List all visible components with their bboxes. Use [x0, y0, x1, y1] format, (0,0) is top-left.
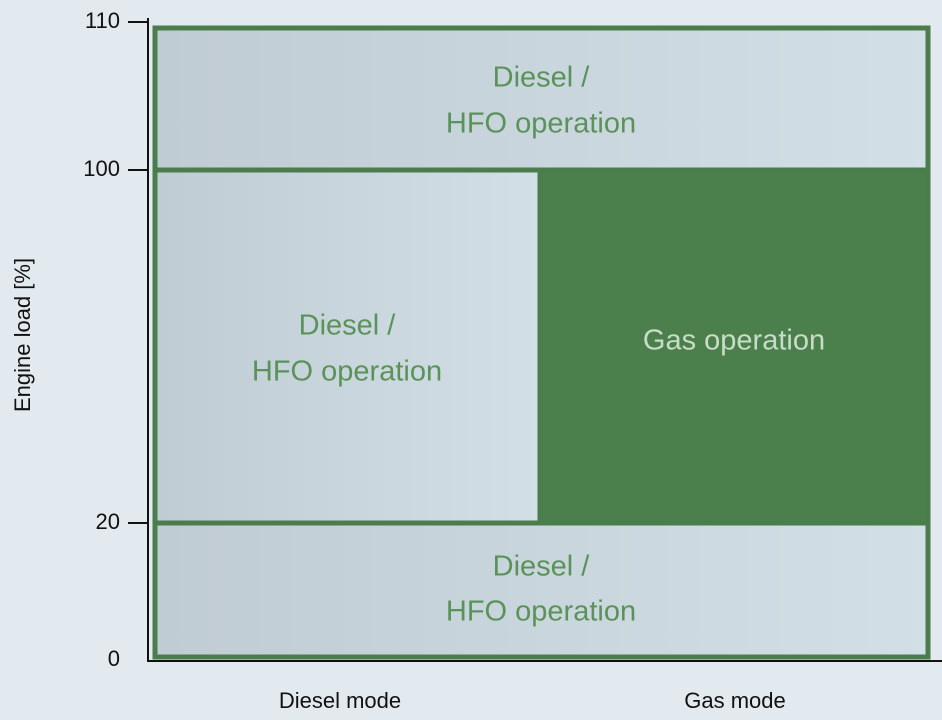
region-label: Diesel / [493, 551, 591, 583]
region-label: HFO operation [252, 356, 442, 388]
region-label: HFO operation [446, 596, 636, 628]
y-axis-label: Engine load [%] [10, 258, 35, 412]
region-bottom [152, 520, 931, 660]
y-tick-label: 20 [96, 509, 120, 534]
region-label: Diesel / [493, 62, 591, 94]
x-category: Diesel mode [279, 688, 401, 713]
y-tick-label: 100 [83, 156, 120, 181]
region-diesel-mid [152, 167, 543, 526]
region-gas [537, 167, 931, 526]
region-label: Gas operation [643, 325, 825, 357]
x-category: Gas mode [684, 688, 786, 713]
region-label: Diesel / [299, 310, 397, 342]
y-tick-label: 110 [85, 8, 120, 33]
region-label: HFO operation [446, 108, 636, 140]
y-tick-label: 0 [108, 646, 120, 671]
region-top [152, 25, 931, 173]
